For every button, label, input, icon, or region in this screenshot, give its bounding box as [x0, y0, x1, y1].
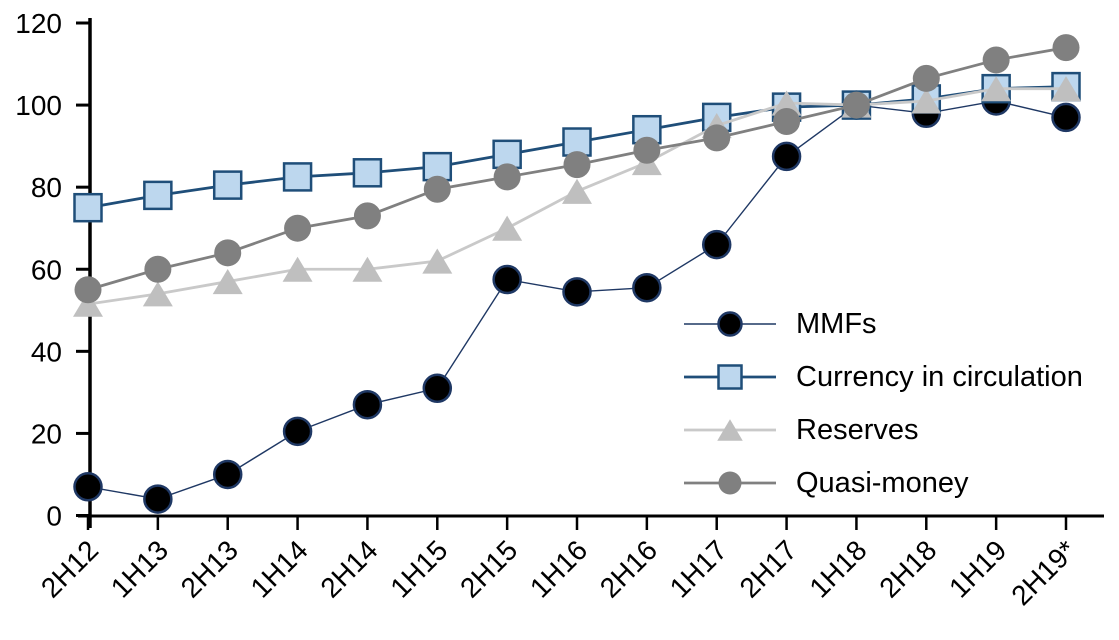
chart-legend: MMFs Currency in circulation Reserves Qu…	[682, 304, 1083, 503]
data-point-quasi-money	[1052, 34, 1080, 62]
legend-item-reserves: Reserves	[682, 410, 1083, 450]
data-point-reserves	[282, 256, 313, 282]
data-point-quasi-money	[144, 255, 172, 283]
data-point-mmfs	[73, 472, 103, 502]
legend-marker-shape	[717, 311, 743, 337]
y-tick-label: 80	[31, 172, 62, 203]
series-quasi-money	[74, 34, 1080, 304]
data-point-reserves	[1051, 76, 1081, 102]
currency-legend-marker-icon	[684, 364, 776, 390]
data-point-mmfs	[352, 389, 383, 420]
legend-item-currency: Currency in circulation	[682, 357, 1083, 397]
x-tick-label: 2H17	[734, 534, 803, 603]
data-point-mmfs	[562, 277, 592, 307]
x-tick-label: 1H16	[524, 534, 593, 603]
legend-label-mmfs: MMFs	[796, 308, 877, 340]
legend-marker-shape	[717, 419, 743, 441]
data-point-quasi-money	[633, 136, 661, 164]
data-point-quasi-money	[842, 91, 870, 119]
x-tick-label: 1H13	[105, 534, 174, 603]
legend-label-quasi-money: Quasi-money	[796, 467, 969, 499]
legend-marker-shape	[717, 364, 743, 390]
data-point-quasi-money	[493, 163, 521, 191]
reserves-legend-marker-icon	[684, 419, 776, 441]
data-point-mmfs	[282, 416, 313, 447]
data-point-quasi-money	[284, 214, 312, 242]
data-point-mmfs	[212, 459, 243, 490]
data-point-reserves	[911, 88, 942, 114]
x-tick-label: 2H12	[35, 534, 104, 603]
data-point-currency-in-circulation	[492, 139, 522, 170]
data-point-currency-in-circulation	[352, 158, 383, 188]
legend-label-currency: Currency in circulation	[796, 361, 1083, 393]
x-tick-label: 1H14	[245, 534, 314, 603]
data-point-mmfs	[422, 373, 453, 404]
x-tick-label: 2H14	[314, 534, 383, 603]
y-tick-label: 40	[31, 336, 62, 367]
y-tick-label: 20	[31, 418, 62, 449]
x-tick-label: 1H18	[803, 534, 872, 603]
x-tick-label: 1H17	[664, 534, 733, 603]
data-point-quasi-money	[423, 175, 451, 203]
data-point-currency-in-circulation	[73, 192, 103, 223]
data-point-mmfs	[632, 272, 662, 303]
x-tick-label: 1H15	[384, 534, 453, 603]
data-point-reserves	[142, 281, 173, 307]
y-tick-label: 100	[15, 90, 62, 121]
data-point-reserves	[422, 248, 453, 274]
data-point-quasi-money	[353, 202, 381, 230]
data-point-reserves	[212, 269, 243, 295]
data-point-currency-in-circulation	[143, 180, 173, 211]
data-point-quasi-money	[703, 124, 731, 152]
y-tick-label: 60	[31, 254, 62, 285]
data-point-mmfs	[771, 141, 802, 172]
data-point-reserves	[771, 90, 802, 116]
x-tick-label: 2H18	[873, 534, 942, 603]
y-tick-label: 120	[15, 8, 62, 39]
data-point-quasi-money	[912, 64, 940, 92]
data-point-reserves	[562, 178, 592, 204]
x-tick-label: 2H13	[175, 534, 244, 603]
data-point-quasi-money	[563, 151, 591, 179]
data-point-currency-in-circulation	[282, 162, 313, 192]
data-point-mmfs	[701, 229, 732, 260]
data-point-quasi-money	[982, 46, 1010, 74]
mmfs-legend-marker-icon	[684, 311, 776, 337]
data-point-quasi-money	[74, 276, 102, 304]
legend-item-mmfs: MMFs	[682, 304, 1083, 344]
data-point-reserves	[352, 256, 383, 282]
legend-label-reserves: Reserves	[796, 414, 919, 446]
legend-marker-shape	[718, 471, 742, 495]
data-point-mmfs	[492, 264, 522, 295]
quasi-money-legend-marker-icon	[684, 471, 776, 495]
data-point-currency-in-circulation	[212, 170, 243, 200]
data-point-mmfs	[143, 484, 173, 514]
y-tick-label: 0	[46, 501, 62, 532]
data-point-reserves	[981, 76, 1012, 102]
x-tick-label: 2H16	[594, 534, 663, 603]
data-point-quasi-money	[773, 108, 801, 135]
legend-item-quasi-money: Quasi-money	[682, 463, 1083, 503]
x-tick-label: 1H19	[943, 534, 1012, 603]
x-tick-label: 2H15	[454, 534, 523, 603]
data-point-reserves	[492, 215, 523, 241]
data-point-quasi-money	[214, 239, 242, 267]
data-point-reserves	[73, 291, 103, 317]
data-point-mmfs	[1051, 102, 1081, 133]
x-tick-label: 2H19*	[1005, 534, 1082, 611]
